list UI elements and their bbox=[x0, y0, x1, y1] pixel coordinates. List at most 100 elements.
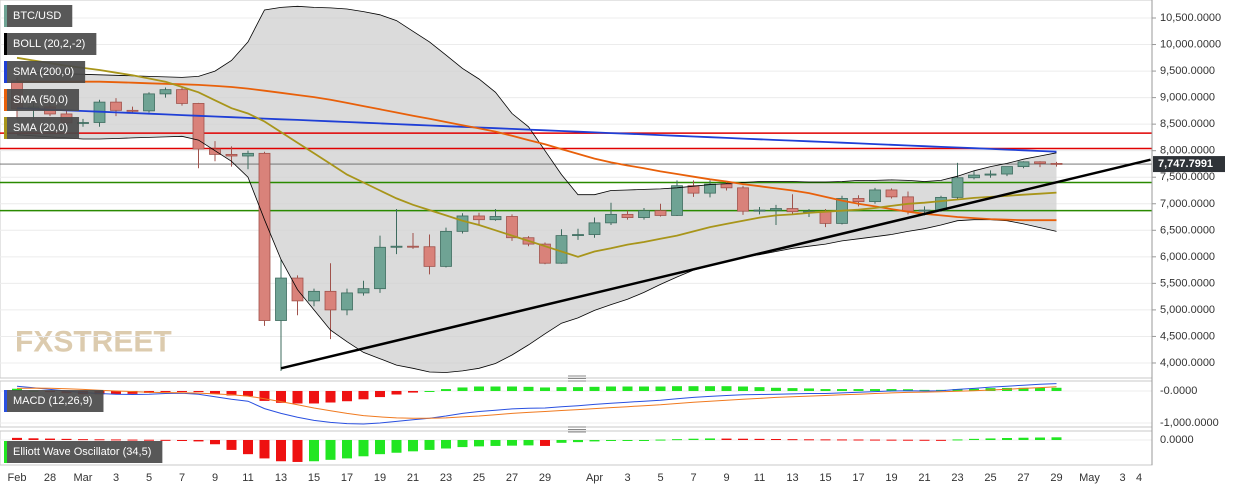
oscillator-bar bbox=[259, 439, 270, 459]
histogram-bar bbox=[177, 390, 187, 392]
histogram-bar bbox=[820, 389, 831, 391]
legend-swatch bbox=[4, 33, 7, 55]
oscillator-bar bbox=[672, 439, 682, 441]
oscillator-bar bbox=[457, 439, 468, 448]
histogram-bar bbox=[1051, 387, 1062, 391]
oscillator-bar bbox=[45, 438, 55, 440]
legend-swatch bbox=[4, 5, 7, 27]
x-tick-label: 29 bbox=[539, 472, 551, 484]
x-tick-label: 3 bbox=[113, 472, 119, 484]
candle-body bbox=[456, 215, 469, 232]
legend-swatch bbox=[4, 117, 7, 139]
x-tick-label: 28 bbox=[44, 472, 56, 484]
y-tick-label: -0.0000 bbox=[1160, 385, 1197, 397]
oscillator-bar bbox=[127, 439, 138, 441]
candle-body bbox=[192, 103, 205, 150]
legend-label: SMA (200,0) bbox=[13, 66, 74, 78]
x-tick-label: 29 bbox=[1050, 472, 1062, 484]
bollinger-line bbox=[16, 134, 1057, 373]
oscillator-bar bbox=[936, 439, 946, 441]
watermark: FXSTREET bbox=[15, 326, 172, 359]
candle-body bbox=[638, 210, 650, 218]
histogram-bar bbox=[919, 389, 930, 391]
histogram-bar bbox=[193, 390, 204, 393]
x-tick-label: Feb bbox=[8, 472, 27, 484]
histogram-bar bbox=[952, 389, 963, 391]
oscillator-bar bbox=[28, 438, 39, 440]
legend-box bbox=[4, 89, 80, 111]
histogram-bar bbox=[457, 387, 468, 391]
x-tick-label: 25 bbox=[473, 472, 485, 484]
legend-entry: BTC/USD bbox=[4, 5, 73, 27]
candle-body bbox=[539, 243, 551, 264]
histogram-bar bbox=[408, 390, 418, 393]
legend-swatch bbox=[4, 61, 7, 83]
oscillator-bar bbox=[94, 439, 105, 441]
panel-grip bbox=[568, 375, 586, 433]
candle-body bbox=[753, 209, 766, 212]
x-tick-label: 3 bbox=[1119, 472, 1125, 484]
candle-body bbox=[275, 277, 287, 321]
y-tick-label: 9,000.0000 bbox=[1160, 92, 1215, 104]
candle-body bbox=[687, 185, 700, 194]
oscillator-bar bbox=[1002, 438, 1012, 440]
histogram-bar bbox=[870, 389, 880, 391]
oscillator-bar bbox=[804, 439, 814, 441]
candle-body bbox=[968, 174, 980, 179]
histogram-bar bbox=[424, 390, 435, 392]
x-tick-label: 9 bbox=[212, 472, 218, 484]
oscillator-bar bbox=[606, 439, 616, 441]
candle-body bbox=[506, 216, 518, 239]
histogram-bar bbox=[226, 390, 237, 396]
legend-entry: SMA (200,0) bbox=[4, 61, 86, 83]
oscillator-bar bbox=[144, 439, 154, 441]
y-tick-label: 6,000.0000 bbox=[1160, 251, 1215, 263]
histogram-bar bbox=[259, 390, 270, 401]
oscillator-bar bbox=[507, 439, 517, 446]
histogram-bar bbox=[622, 386, 633, 391]
histogram-bar bbox=[276, 390, 286, 403]
histogram-bar bbox=[474, 386, 484, 391]
x-tick-label: 25 bbox=[984, 472, 996, 484]
oscillator-bar bbox=[243, 439, 253, 455]
histogram-bar bbox=[556, 387, 567, 391]
oscillator-bar bbox=[1018, 437, 1029, 440]
legend-box bbox=[4, 441, 163, 463]
candle-body bbox=[324, 290, 337, 311]
legend-label: BTC/USD bbox=[13, 10, 61, 22]
candle-body bbox=[654, 210, 667, 216]
y-tick-label: 7,500.0000 bbox=[1160, 171, 1215, 183]
candle-body bbox=[572, 234, 584, 236]
histogram-bar bbox=[292, 390, 303, 404]
x-tick-label: 13 bbox=[786, 472, 798, 484]
candle-body bbox=[819, 210, 832, 224]
legend-entry: BOLL (20,2,-2) bbox=[4, 33, 97, 55]
legend-box bbox=[4, 33, 97, 55]
histogram-bar bbox=[886, 389, 897, 391]
oscillator-bar bbox=[441, 439, 451, 449]
histogram-bar bbox=[573, 387, 583, 391]
oscillator-bar bbox=[193, 439, 204, 442]
x-tick-label: 5 bbox=[146, 472, 152, 484]
histogram-bar bbox=[325, 390, 336, 403]
oscillator-bar bbox=[325, 439, 336, 460]
histogram-bar bbox=[1035, 387, 1045, 391]
legend-box bbox=[4, 117, 80, 139]
oscillator-bar bbox=[342, 439, 352, 459]
candle-body bbox=[77, 122, 89, 124]
y-tick-label: 8,000.0000 bbox=[1160, 145, 1215, 157]
histogram-bar bbox=[672, 386, 682, 391]
candle-body bbox=[1034, 161, 1046, 164]
histogram-bar bbox=[358, 390, 369, 400]
candle-body bbox=[341, 292, 353, 311]
candle-body bbox=[308, 290, 320, 302]
histogram-bar bbox=[490, 386, 501, 391]
x-tick-label: 7 bbox=[690, 472, 696, 484]
candle-body bbox=[588, 222, 601, 235]
candle-body bbox=[770, 208, 782, 211]
histogram-bar bbox=[903, 389, 913, 391]
candle-body bbox=[671, 185, 683, 216]
oscillator-bar bbox=[969, 438, 979, 440]
oscillator-bar bbox=[721, 438, 732, 440]
